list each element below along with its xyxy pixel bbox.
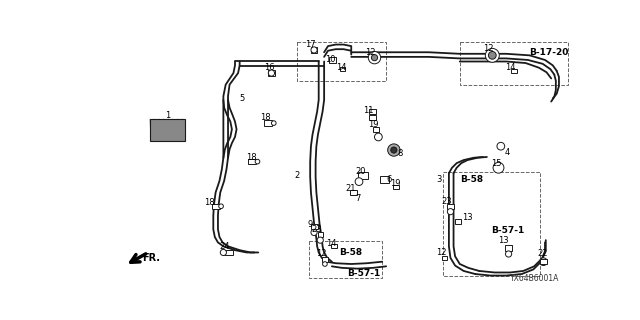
Bar <box>310 224 317 229</box>
Bar <box>297 42 386 81</box>
Bar <box>380 176 389 183</box>
Text: B-58: B-58 <box>340 248 363 257</box>
Text: 2: 2 <box>294 171 300 180</box>
Bar <box>311 47 317 53</box>
Text: 13: 13 <box>499 236 509 245</box>
Bar <box>369 109 376 114</box>
Text: 20: 20 <box>355 167 365 176</box>
Bar <box>264 120 272 126</box>
Text: 9: 9 <box>307 220 312 229</box>
Text: B-17-20: B-17-20 <box>529 48 569 57</box>
Text: 14: 14 <box>326 239 337 249</box>
Ellipse shape <box>371 55 378 61</box>
Bar <box>455 219 461 224</box>
Text: 23: 23 <box>311 225 321 234</box>
Text: FR.: FR. <box>142 253 160 263</box>
Bar <box>443 172 540 276</box>
Text: B-57-1: B-57-1 <box>491 227 524 236</box>
Text: 22: 22 <box>537 250 548 259</box>
Ellipse shape <box>497 142 505 150</box>
Bar <box>332 244 337 248</box>
Text: 19: 19 <box>368 120 379 129</box>
Ellipse shape <box>488 52 496 59</box>
Text: 7: 7 <box>355 194 360 203</box>
Ellipse shape <box>391 147 397 153</box>
Text: 10: 10 <box>325 55 335 64</box>
Ellipse shape <box>485 48 499 62</box>
Bar <box>150 119 184 141</box>
Text: 24: 24 <box>220 242 230 251</box>
Text: 12: 12 <box>483 44 493 53</box>
Text: 5: 5 <box>239 94 244 103</box>
Bar <box>460 42 568 84</box>
Text: 3: 3 <box>436 175 442 184</box>
Text: 18: 18 <box>204 198 214 207</box>
Ellipse shape <box>311 229 317 236</box>
Bar <box>511 69 516 73</box>
Bar <box>447 204 454 209</box>
Text: 18: 18 <box>260 113 271 122</box>
Bar <box>317 232 323 237</box>
Ellipse shape <box>506 251 511 257</box>
Text: 19: 19 <box>390 179 401 188</box>
Ellipse shape <box>323 262 327 266</box>
Text: 1: 1 <box>165 111 170 120</box>
Bar <box>506 245 511 251</box>
Bar <box>224 250 234 255</box>
Bar <box>268 70 275 76</box>
Bar <box>369 115 376 120</box>
Text: 12: 12 <box>436 248 447 257</box>
Bar <box>340 67 346 71</box>
Ellipse shape <box>447 209 454 215</box>
Text: 12: 12 <box>316 250 326 259</box>
Bar <box>393 185 399 189</box>
Ellipse shape <box>220 249 227 256</box>
Text: 21: 21 <box>346 184 356 193</box>
Bar <box>248 159 256 164</box>
Bar <box>329 57 336 63</box>
Text: B-57-1: B-57-1 <box>348 269 381 278</box>
Bar <box>358 172 367 179</box>
Text: 16: 16 <box>264 63 275 72</box>
Text: 14: 14 <box>336 63 346 72</box>
Text: 17: 17 <box>305 40 316 49</box>
Bar <box>442 256 447 260</box>
Ellipse shape <box>374 133 382 141</box>
Bar <box>308 241 382 278</box>
Text: 14: 14 <box>505 63 515 72</box>
Bar <box>349 190 358 195</box>
Ellipse shape <box>317 237 323 243</box>
Bar <box>212 204 220 209</box>
Text: 11: 11 <box>363 106 373 115</box>
Ellipse shape <box>540 258 547 266</box>
Text: 23: 23 <box>441 197 452 206</box>
Text: 6: 6 <box>386 175 392 184</box>
Ellipse shape <box>355 178 363 186</box>
Ellipse shape <box>368 52 381 64</box>
Ellipse shape <box>271 121 276 125</box>
Ellipse shape <box>493 162 504 173</box>
Bar <box>322 257 328 262</box>
Text: B-58: B-58 <box>460 175 483 184</box>
Text: 12: 12 <box>365 48 376 57</box>
Text: 15: 15 <box>491 159 501 168</box>
Ellipse shape <box>219 204 223 209</box>
Text: 8: 8 <box>397 149 403 158</box>
Text: TX64B6001A: TX64B6001A <box>510 274 559 283</box>
Bar <box>373 127 379 132</box>
Ellipse shape <box>255 159 260 164</box>
Ellipse shape <box>311 47 317 53</box>
Bar <box>540 260 547 264</box>
Text: 13: 13 <box>462 213 473 222</box>
Text: 4: 4 <box>505 148 510 157</box>
Text: 18: 18 <box>246 153 257 162</box>
Ellipse shape <box>388 144 400 156</box>
Ellipse shape <box>268 70 275 76</box>
